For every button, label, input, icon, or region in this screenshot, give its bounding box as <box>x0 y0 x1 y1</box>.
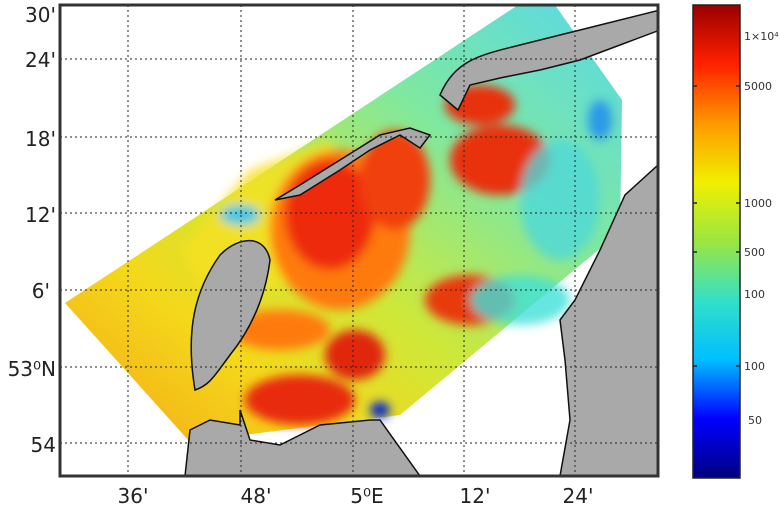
lat-tick: 24' <box>25 48 56 72</box>
colorbar-label: 100 <box>744 360 765 373</box>
map-area <box>60 5 658 476</box>
lat-tick: 53⁰N <box>8 357 56 381</box>
lon-tick: 36' <box>118 484 149 508</box>
mainland-east <box>559 163 658 476</box>
colorbar-label: 50 <box>748 414 762 427</box>
land <box>184 9 658 476</box>
lat-tick: 12' <box>25 203 56 227</box>
colorbar-ticks <box>693 85 740 367</box>
lat-tick: 18' <box>25 127 56 151</box>
colorbar: 1×10⁴ 5000 1000 500 100 100 50 <box>692 4 779 479</box>
map-frame <box>58 3 660 478</box>
lon-tick: 24' <box>563 484 594 508</box>
lon-tick: 48' <box>241 484 272 508</box>
lon-tick: 12' <box>460 484 491 508</box>
lat-tick: 6' <box>32 279 50 303</box>
lon-tick-labels: 36' 48' 5⁰E 12' 24' <box>118 484 594 508</box>
colorbar-scale <box>692 4 741 479</box>
island-north <box>274 127 432 201</box>
colorbar-label: 500 <box>744 246 765 259</box>
lat-tick-labels: 30' 24' 18' 12' 6' 53⁰N 54 <box>8 3 56 457</box>
colorbar-label: 1000 <box>744 197 772 210</box>
colorbar-label: 1×10⁴ <box>744 30 779 43</box>
colorbar-label: 100 <box>744 288 765 301</box>
island-northeast <box>439 9 658 112</box>
grid <box>60 5 658 476</box>
island-west <box>190 239 271 391</box>
lon-tick: 5⁰E <box>350 484 383 508</box>
lat-tick: 54 <box>31 433 56 457</box>
colorbar-label: 5000 <box>744 80 772 93</box>
lat-tick: 30' <box>25 3 56 27</box>
